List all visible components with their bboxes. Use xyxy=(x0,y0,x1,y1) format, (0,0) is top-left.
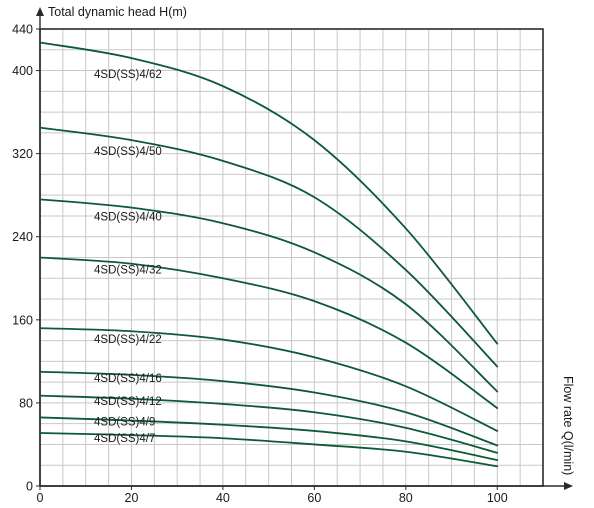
axes xyxy=(36,7,573,490)
series-label: 4SD(SS)4/16 xyxy=(94,373,162,385)
y-tick-label: 320 xyxy=(12,147,33,161)
x-tick-label: 60 xyxy=(307,491,321,505)
y-tick-label: 400 xyxy=(12,64,33,78)
series-label: 4SD(SS)4/12 xyxy=(94,396,162,408)
performance-curve xyxy=(39,126,499,368)
series-label: 4SD(SS)4/62 xyxy=(94,69,162,81)
x-tick-label: 100 xyxy=(487,491,508,505)
performance-curve xyxy=(39,198,499,393)
y-axis-arrow xyxy=(36,7,44,16)
series-label: 4SD(SS)4/9 xyxy=(94,417,155,429)
x-axis-title: Flow rate Q(l/min) xyxy=(561,376,575,475)
series-label: 4SD(SS)4/7 xyxy=(94,433,155,445)
x-tick-label: 40 xyxy=(216,491,230,505)
performance-curves xyxy=(39,41,499,468)
performance-curve xyxy=(39,327,499,432)
series-label: 4SD(SS)4/50 xyxy=(94,146,162,158)
performance-curve xyxy=(39,41,499,345)
performance-curve xyxy=(39,432,499,468)
y-tick-label: 240 xyxy=(12,230,33,244)
tick-labels: 0 20 40 60 80 100 0 80 160 240 320 400 440 xyxy=(12,23,508,506)
y-tick-label: 0 xyxy=(26,480,33,494)
performance-curve xyxy=(39,370,499,447)
series-labels: 4SD(SS)4/62 4SD(SS)4/50 4SD(SS)4/40 4SD(SS)… xyxy=(94,69,162,445)
x-axis-arrow xyxy=(564,482,573,490)
y-axis-title: Total dynamic head H(m) xyxy=(48,5,187,19)
performance-curve xyxy=(39,256,499,409)
series-label: 4SD(SS)4/22 xyxy=(94,334,162,346)
y-tick-label: 440 xyxy=(12,23,33,37)
series-label: 4SD(SS)4/40 xyxy=(94,212,162,224)
x-tick-label: 20 xyxy=(125,491,139,505)
performance-curve xyxy=(39,394,499,454)
performance-curve xyxy=(39,416,499,461)
series-label: 4SD(SS)4/32 xyxy=(94,265,162,277)
x-tick-label: 0 xyxy=(37,491,44,505)
y-tick-label: 160 xyxy=(12,313,33,327)
y-tick-label: 80 xyxy=(19,396,33,410)
x-tick-label: 80 xyxy=(399,491,413,505)
